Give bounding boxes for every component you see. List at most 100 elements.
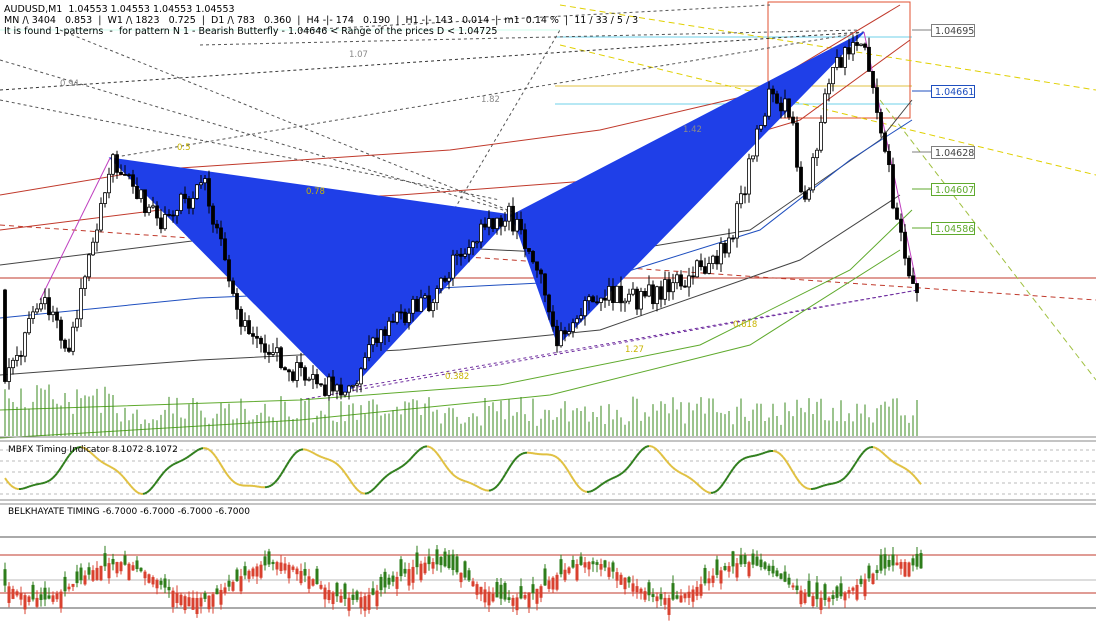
- mbfx-segment: [6, 480, 10, 485]
- mbfx-segment: [686, 475, 690, 479]
- candle-body: [479, 223, 483, 243]
- mbfx-segment: [430, 446, 434, 450]
- mbfx-segment: [674, 468, 678, 472]
- mbfx-segment: [726, 474, 730, 479]
- belk-bar: [291, 566, 295, 570]
- belk-bar: [791, 585, 795, 588]
- candle-body: [523, 229, 527, 249]
- mbfx-segment: [688, 476, 692, 480]
- mbfx-segment: [116, 470, 120, 474]
- mbfx-segment: [886, 456, 890, 460]
- belk-bar: [447, 554, 451, 569]
- candle-body: [507, 205, 511, 222]
- mbfx-segment: [320, 455, 324, 459]
- candle-body: [115, 154, 119, 173]
- mbfx-segment: [382, 476, 386, 480]
- candle-body: [243, 320, 247, 327]
- mbfx-segment: [342, 469, 346, 474]
- belk-bar: [423, 562, 427, 574]
- belk-bar: [463, 561, 467, 578]
- mbfx-segment: [324, 457, 328, 460]
- candle-body: [539, 269, 543, 275]
- belk-bar: [679, 595, 683, 603]
- mbfx-segment: [288, 457, 292, 463]
- belk-bar: [475, 584, 479, 595]
- candle-body: [907, 257, 911, 277]
- belk-bar: [371, 588, 375, 595]
- mbfx-segment: [704, 489, 708, 493]
- candle-body: [3, 289, 7, 382]
- candle-body: [635, 288, 639, 310]
- belk-bar: [199, 597, 203, 607]
- belk-bar: [103, 553, 107, 567]
- mbfx-segment: [798, 480, 802, 485]
- belk-bar: [811, 596, 815, 607]
- mbfx-segment: [436, 452, 440, 457]
- mbfx-segment: [292, 452, 296, 457]
- belk-bar: [43, 587, 47, 600]
- mbfx-segment: [610, 477, 614, 480]
- belk-bar: [851, 587, 855, 591]
- candle-body: [607, 286, 611, 301]
- candle-body: [283, 367, 287, 371]
- mbfx-segment: [394, 468, 398, 472]
- belk-bar: [643, 591, 647, 600]
- mbfx-segment: [722, 480, 726, 485]
- candle-body: [103, 192, 107, 204]
- mbfx-segment: [298, 448, 302, 452]
- mbfx-segment: [416, 449, 420, 453]
- belk-bar: [583, 562, 587, 568]
- mbfx-segment: [504, 470, 508, 476]
- candle-body: [647, 284, 651, 297]
- pattern-leg-x: [39, 157, 111, 301]
- mbfx-segment: [560, 460, 564, 465]
- belk-bar: [299, 570, 303, 584]
- candle-body: [279, 347, 283, 369]
- fib-label-2: 1.82: [481, 95, 500, 105]
- mbfx-segment: [370, 488, 374, 492]
- belk-bar: [623, 577, 627, 590]
- fib-label-5: 0.5: [177, 143, 191, 153]
- candle-body: [475, 241, 479, 244]
- candle-body: [135, 185, 139, 199]
- belk-bar: [279, 562, 283, 571]
- mbfx-segment: [758, 453, 762, 456]
- candle-body: [259, 337, 263, 345]
- belk-bar: [771, 565, 775, 574]
- mbfx-segment: [372, 486, 376, 491]
- mbfx-segment: [764, 450, 768, 454]
- mbfx-segment: [618, 473, 622, 476]
- candle-body: [487, 218, 491, 228]
- mbfx-segment: [230, 478, 234, 482]
- mbfx-segment: [188, 453, 192, 458]
- mbfx-segment: [670, 465, 674, 469]
- candle-body: [511, 205, 515, 232]
- candle-body: [563, 330, 567, 335]
- mbfx-segment: [558, 458, 562, 462]
- candle-body: [403, 311, 407, 323]
- belk-bar: [275, 562, 279, 570]
- candle-body: [887, 150, 891, 166]
- mbfx-segment: [478, 486, 482, 490]
- candle-body: [831, 66, 835, 85]
- mbfx-segment: [274, 479, 278, 484]
- mbfx-segment: [778, 452, 782, 456]
- mbfx-segment: [58, 467, 62, 472]
- mbfx-segment: [402, 463, 406, 467]
- candle-body: [43, 297, 47, 305]
- candle-body: [699, 260, 703, 268]
- candle-body: [123, 174, 127, 176]
- candle-body: [659, 286, 663, 300]
- candle-body: [571, 322, 575, 332]
- belk-bar: [907, 562, 911, 577]
- belk-bar: [823, 584, 827, 600]
- mbfx-segment: [556, 456, 560, 460]
- candle-body: [183, 193, 187, 199]
- belk-bar: [815, 582, 819, 600]
- candle-body: [895, 207, 899, 220]
- candle-body: [391, 320, 395, 323]
- mbfx-segment: [596, 485, 600, 489]
- belk-bar: [499, 584, 503, 599]
